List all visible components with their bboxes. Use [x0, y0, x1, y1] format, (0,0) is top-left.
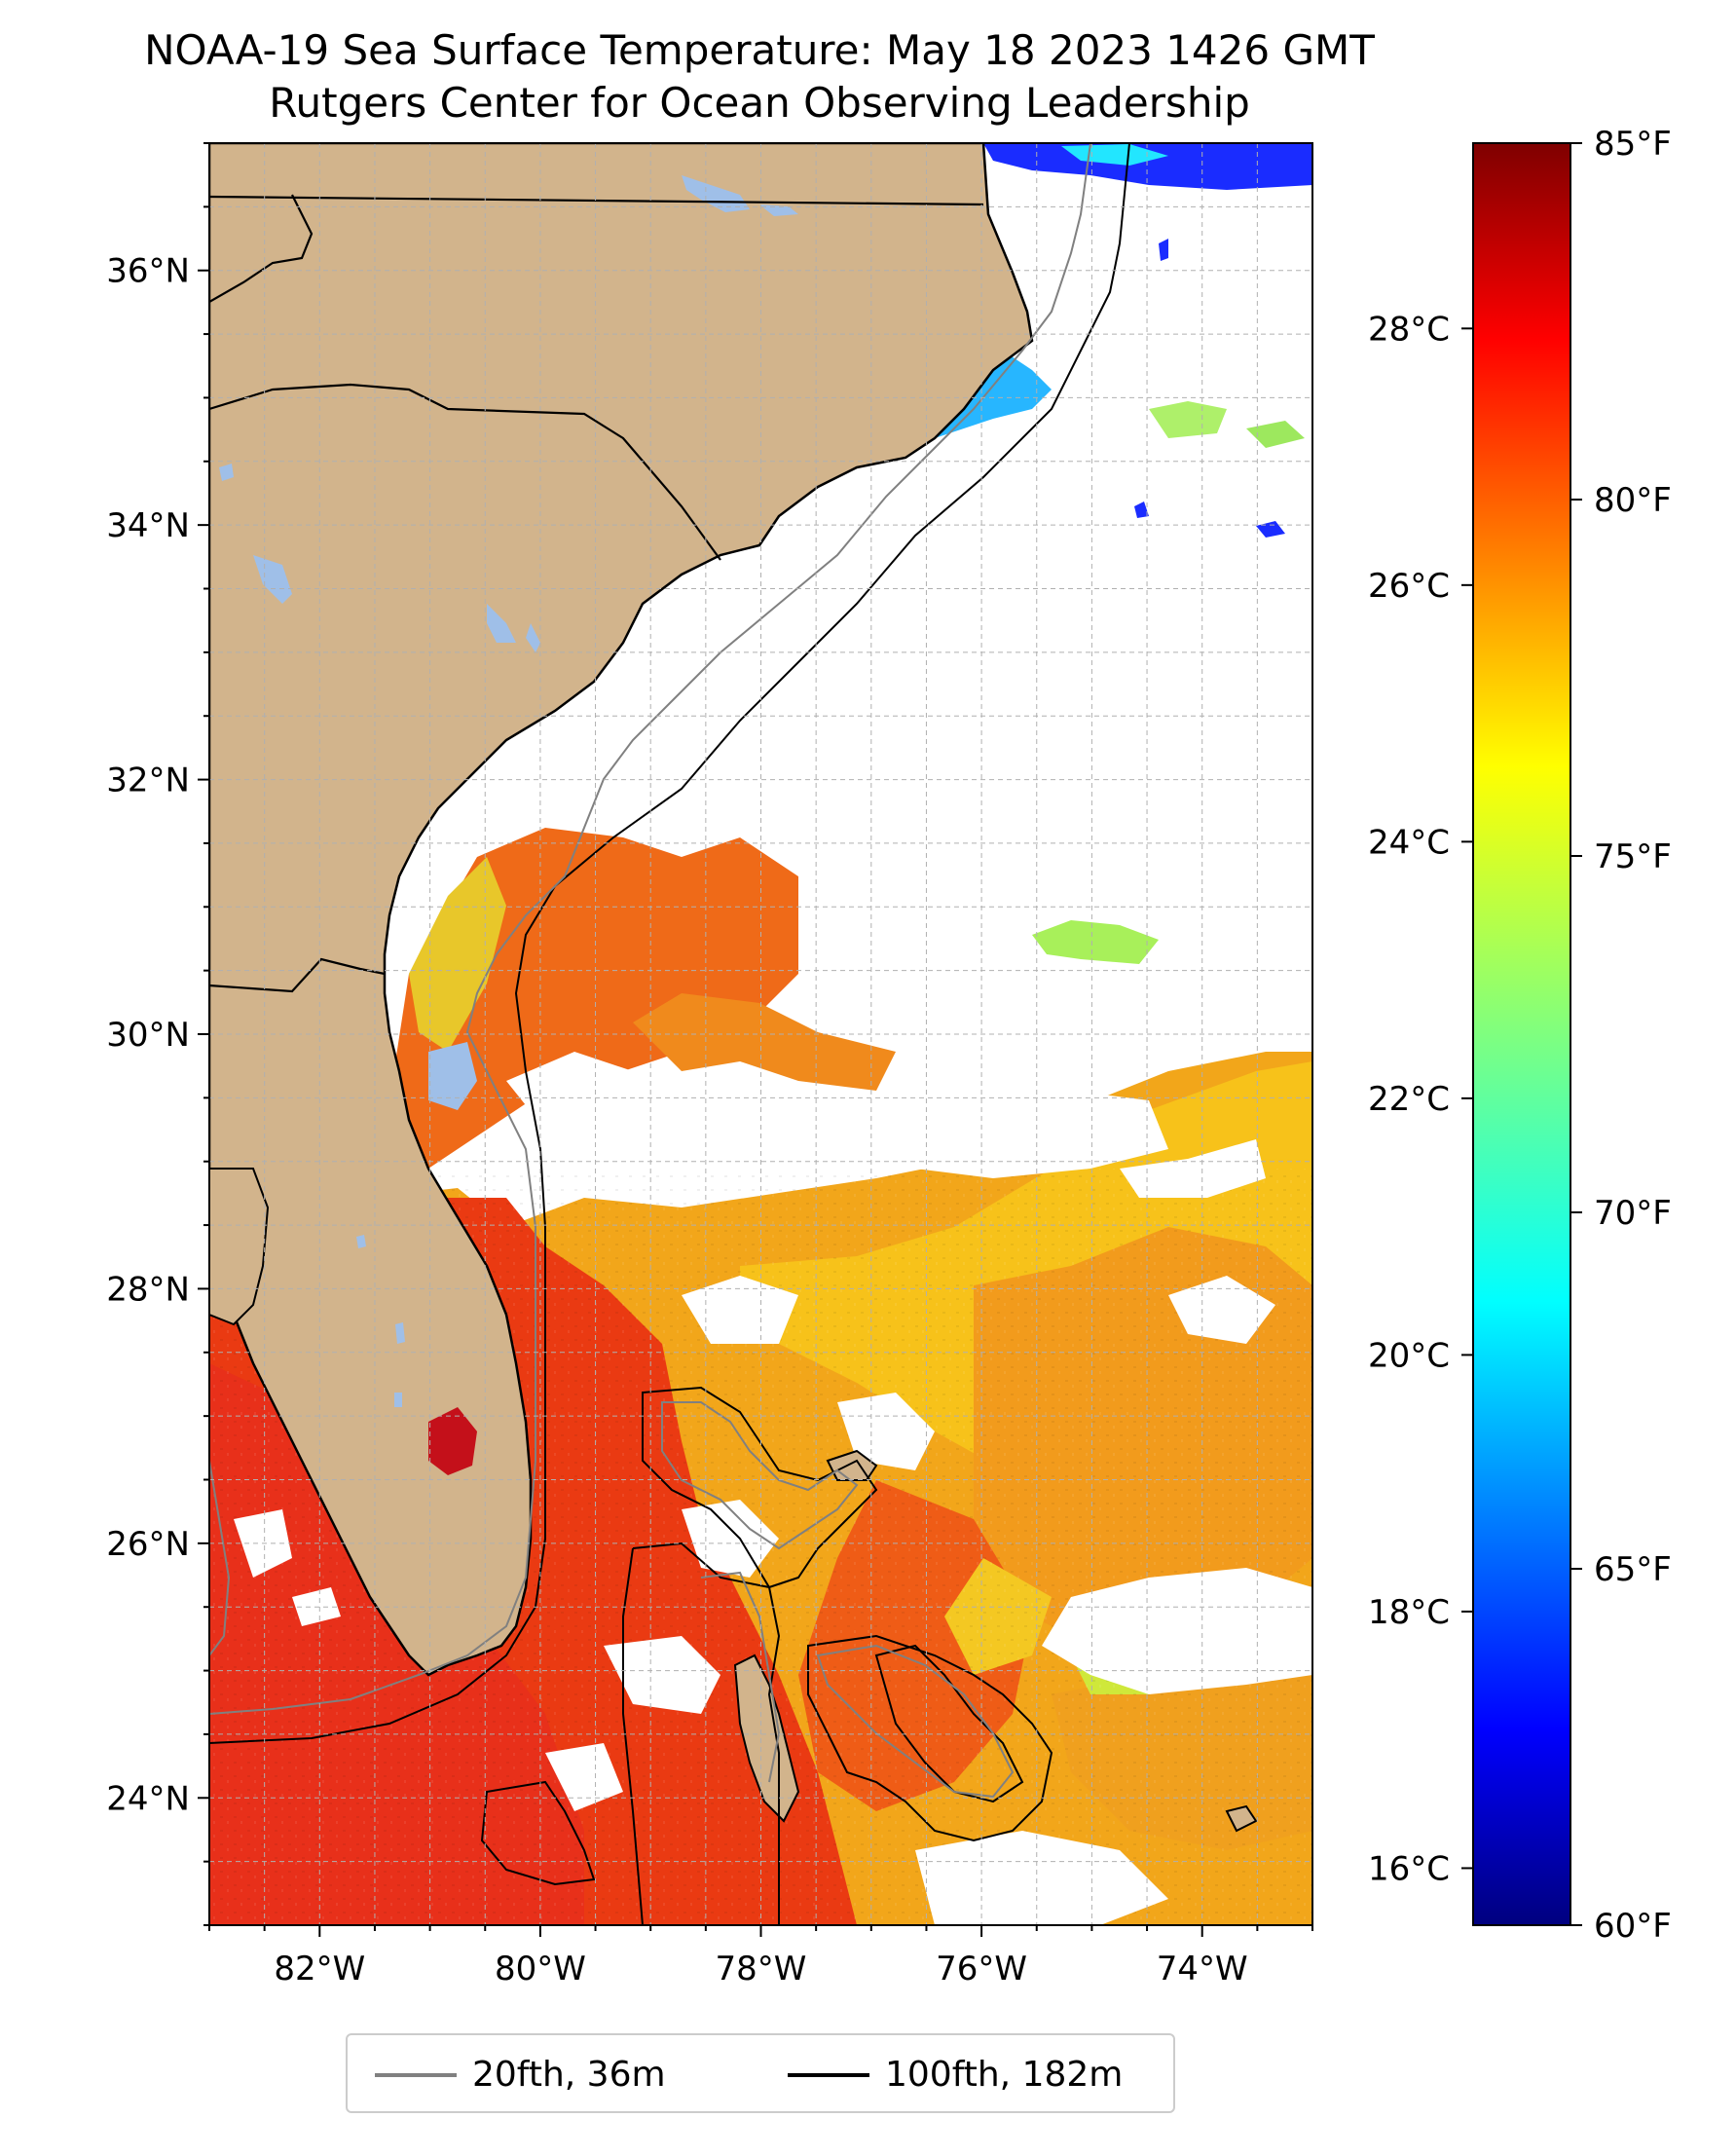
colorbar-f-label: 70°F [1594, 1194, 1672, 1233]
x-tick-label: 78°W [716, 1950, 807, 1988]
gridlines [209, 143, 1312, 1925]
colorbar-f-label: 80°F [1594, 481, 1672, 520]
colorbar-c-label: 16°C [1368, 1849, 1450, 1888]
lake-okeechobee [428, 1407, 477, 1475]
colorbar-f-label: 75°F [1594, 837, 1672, 876]
y-tick-label: 30°N [106, 1016, 190, 1055]
y-axis: 24°N 26°N 28°N 30°N 32°N 34°N 36°N [106, 142, 209, 1926]
colorbar-f-label: 65°F [1594, 1550, 1672, 1589]
x-tick-label: 80°W [495, 1950, 586, 1988]
colorbar-f-label: 85°F [1594, 125, 1672, 164]
legend: 20fth, 36m 100fth, 182m [346, 2033, 1175, 2113]
colorbar-c-label: 26°C [1368, 567, 1450, 606]
colorbar-c-label: 24°C [1368, 823, 1450, 862]
y-tick-label: 34°N [106, 506, 190, 545]
y-tick-label: 32°N [106, 762, 190, 800]
colorbar-c-label: 22°C [1368, 1080, 1450, 1119]
colorbar-f-axis: 60°F 65°F 70°F 75°F 80°F 85°F [1570, 125, 1672, 1946]
bahamas-land [733, 1449, 1258, 1833]
contour-20fth [209, 143, 1091, 1799]
legend-swatch-100fth [788, 2073, 869, 2077]
x-axis: 82°W 80°W 78°W 76°W 74°W [208, 1925, 1313, 1988]
y-tick-label: 36°N [106, 252, 190, 291]
legend-label-20fth: 20fth, 36m [472, 2055, 666, 2095]
colorbar-c-label: 28°C [1368, 310, 1450, 349]
colorbar-c-label: 20°C [1368, 1336, 1450, 1375]
y-tick-label: 24°N [106, 1779, 190, 1818]
colorbar-gradient [1472, 142, 1571, 1926]
colorbar: 60°F 65°F 70°F 75°F 80°F 85°F 16°C 18°C 20°C 22°… [1368, 125, 1672, 1946]
x-tick-label: 74°W [1157, 1950, 1248, 1988]
colorbar-c-label: 18°C [1368, 1593, 1450, 1632]
map-title: NOAA-19 Sea Surface Temperature: May 18 … [144, 26, 1375, 74]
legend-label-100fth: 100fth, 182m [885, 2055, 1124, 2095]
colorbar-c-axis: 16°C 18°C 20°C 22°C 24°C 26°C 28°C [1368, 310, 1473, 1888]
land-gulf-coast [209, 1168, 270, 1326]
map-subtitle: Rutgers Center for Ocean Observing Leade… [269, 79, 1250, 127]
inland-waters [219, 175, 798, 1407]
legend-swatch-20fth [375, 2073, 457, 2077]
colorbar-f-label: 60°F [1594, 1907, 1672, 1946]
y-tick-label: 28°N [106, 1270, 190, 1309]
contour-100fth [209, 143, 1130, 1925]
x-tick-label: 82°W [274, 1950, 365, 1988]
y-tick-label: 26°N [106, 1525, 190, 1564]
x-tick-label: 76°W [936, 1950, 1027, 1988]
